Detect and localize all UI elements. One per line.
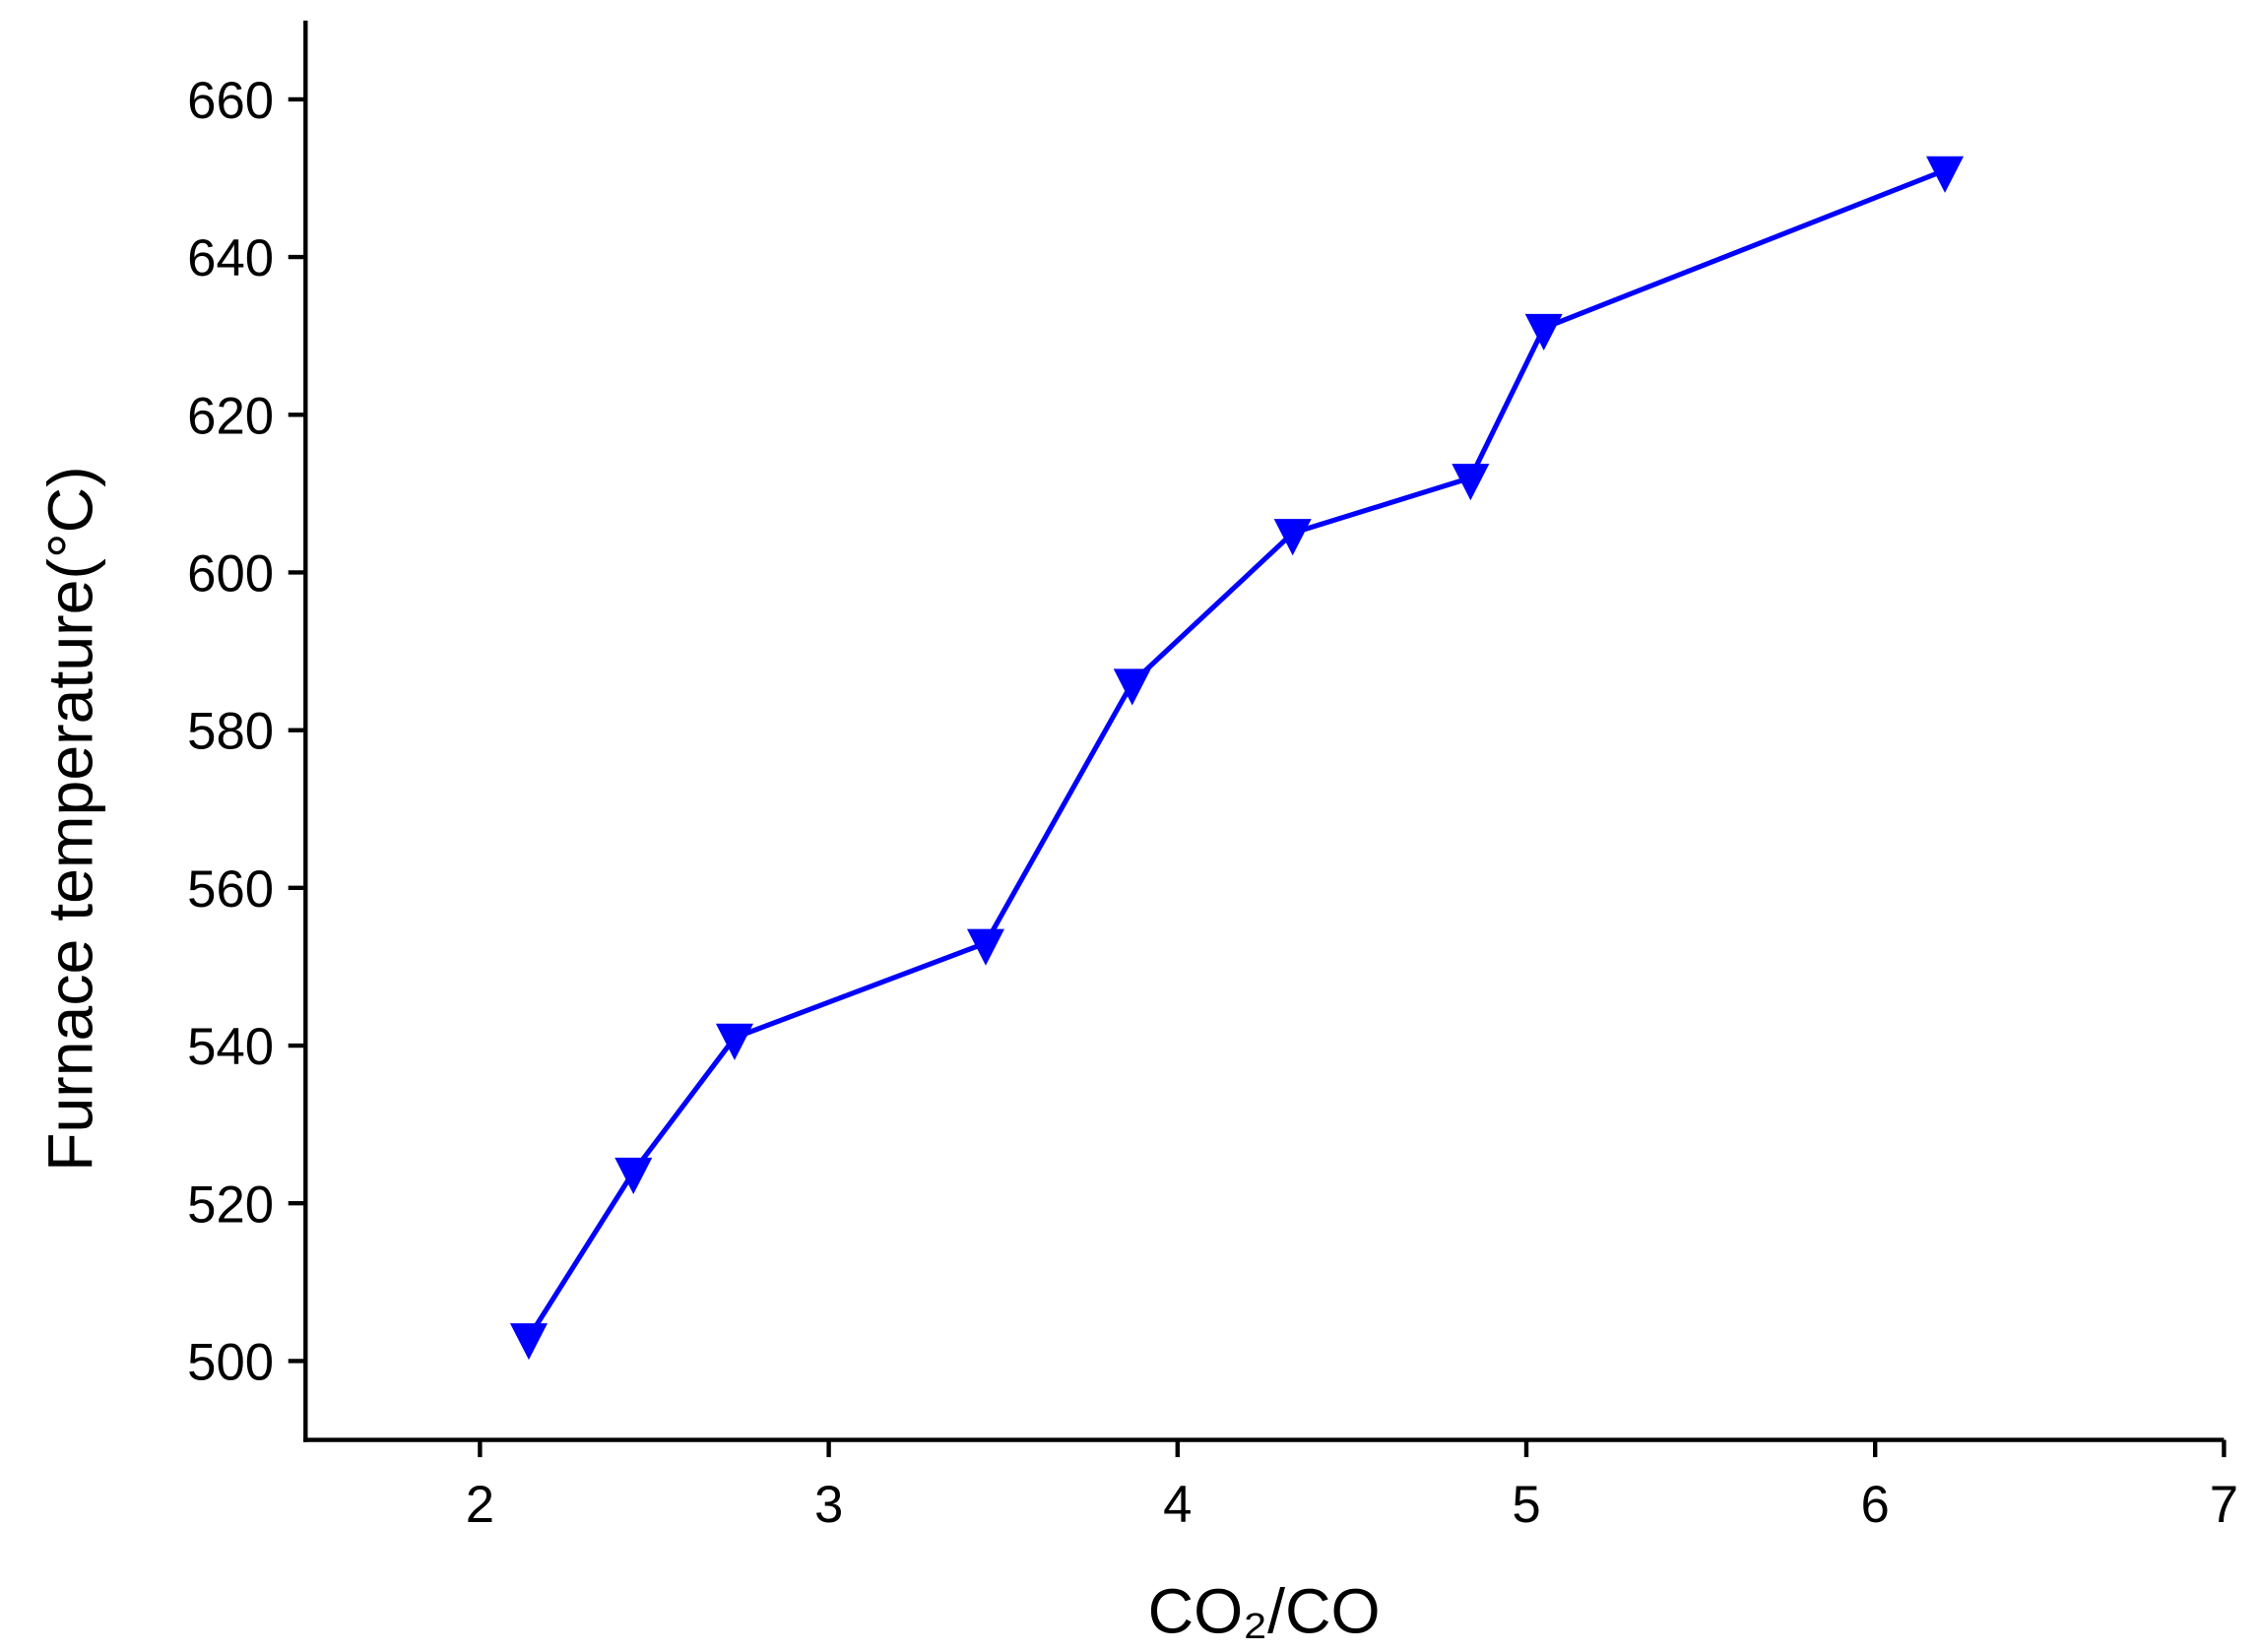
data-point [1113, 668, 1151, 706]
y-tick-label: 580 [187, 703, 274, 761]
y-axis-label: Furnace temperature(°C) [35, 466, 106, 1171]
y-tick-label: 620 [187, 387, 274, 445]
x-tick-label: 6 [1861, 1476, 1890, 1534]
y-tick-label: 660 [187, 72, 274, 130]
x-tick-label: 3 [814, 1476, 843, 1534]
y-tick-label: 520 [187, 1175, 274, 1234]
y-tick-label: 500 [187, 1333, 274, 1391]
data-point [1524, 313, 1563, 351]
y-tick-label: 640 [187, 229, 274, 287]
data-point [1926, 156, 1965, 193]
data-point [1273, 519, 1312, 556]
x-tick-label: 7 [2210, 1476, 2238, 1534]
data-point [966, 928, 1005, 966]
series-line [526, 167, 1946, 1339]
y-tick-label: 600 [187, 545, 274, 604]
x-tick-label: 4 [1163, 1476, 1192, 1534]
x-tick-label: 5 [1512, 1476, 1540, 1534]
x-axis-label: CO₂/CO [1148, 1576, 1381, 1647]
y-tick-label: 540 [187, 1018, 274, 1076]
data-point [509, 1323, 549, 1361]
data-point [715, 1023, 753, 1060]
y-tick-label: 560 [187, 860, 274, 919]
data-point [614, 1157, 653, 1195]
data-point [1452, 464, 1490, 501]
x-tick-label: 2 [466, 1476, 494, 1534]
